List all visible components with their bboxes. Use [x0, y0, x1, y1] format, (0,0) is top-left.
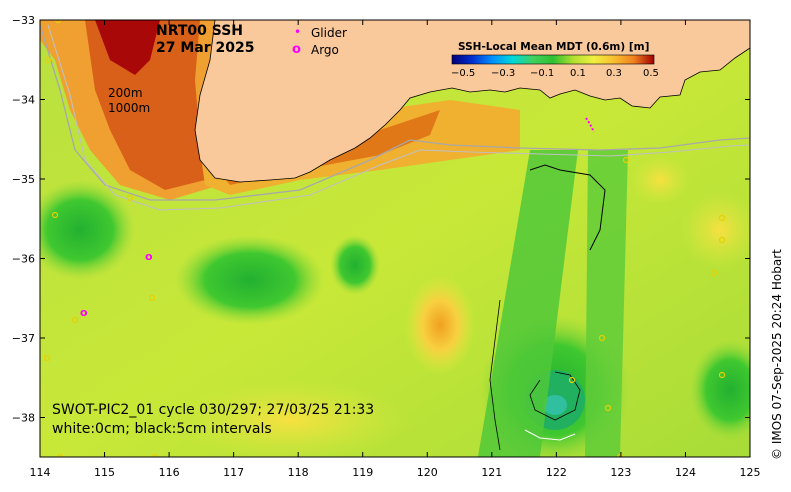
x-tick-label: 116: [159, 466, 180, 479]
x-tick-label: 123: [610, 466, 631, 479]
depth-label-1000m: 1000m: [108, 101, 150, 115]
colorbar-tick: 0.5: [643, 68, 659, 79]
cold-eddy-central: [175, 235, 325, 325]
cold-eddy-southeast: [690, 340, 750, 440]
colorbar-tick: −0.5: [451, 68, 475, 79]
cold-eddy-south-inner: [543, 395, 567, 415]
swot-contour-black-2: [489, 299, 501, 451]
x-tick-label: 125: [740, 466, 761, 479]
y-tick-label: −36: [12, 253, 35, 266]
swot-contour-white: [524, 429, 576, 441]
colorbar-tick: 0.1: [570, 68, 586, 79]
colorbar-tick: 0.3: [606, 68, 622, 79]
argo-float-2: o: [80, 306, 88, 319]
warm-eddy-central: [405, 275, 475, 375]
swot-contour-black: [529, 164, 606, 251]
argo-float-1: o: [145, 250, 153, 263]
drifter-markers: [43, 20, 726, 457]
x-axis: 114 115 116 117 118 119 120 121 122 123 124 125: [30, 20, 761, 479]
glider-legend-label: Glider: [311, 26, 347, 40]
cold-eddy-small: [330, 235, 380, 295]
x-tick-label: 114: [30, 466, 51, 479]
swot-caption-line1: SWOT-PIC2_01 cycle 030/297; 27/03/25 21:…: [52, 402, 374, 418]
imos-credit: © IMOS 07-Sep-2025 20:24 Hobart: [770, 249, 784, 460]
y-tick-label: −34: [12, 94, 35, 107]
argo-legend-label: Argo: [311, 43, 339, 57]
swot-swath-east: [585, 150, 628, 457]
map-title-line1: NRT00 SSH: [156, 23, 243, 39]
plot-area: o o: [40, 20, 750, 457]
colorbar-title: SSH-Local Mean MDT (0.6m) [m]: [458, 41, 649, 53]
depth-contour-1000m: [47, 24, 750, 211]
warm-eddy-south: [170, 380, 410, 457]
x-tick-label: 119: [352, 466, 373, 479]
x-tick-label: 117: [223, 466, 244, 479]
y-tick-label: −38: [12, 412, 35, 425]
x-tick-label: 115: [94, 466, 115, 479]
depth-label-200m: 200m: [108, 86, 143, 100]
swot-caption-line2: white:0cm; black:5cm intervals: [52, 421, 272, 437]
depth-contour-200m: [40, 24, 750, 201]
x-tick-label: 124: [675, 466, 696, 479]
y-axis: −33 −34 −35 −36 −37 −38: [12, 14, 750, 425]
x-tick-label: 122: [546, 466, 567, 479]
cold-eddy-west: [40, 180, 135, 280]
y-tick-label: −35: [12, 173, 35, 186]
warm-eddy-northeast: [680, 190, 750, 270]
x-tick-label: 121: [481, 466, 502, 479]
warm-eddy-east: [630, 155, 690, 205]
argo-legend-symbol: o: [292, 42, 301, 57]
swot-swath-west: [478, 150, 578, 457]
plot-frame: [39, 19, 751, 458]
colorbar-ramp: [451, 54, 655, 65]
colorbar-tick: −0.1: [530, 68, 554, 79]
colorbar-tick: −0.3: [491, 68, 515, 79]
warm-core-max: [95, 20, 160, 75]
y-tick-label: −37: [12, 332, 35, 345]
y-tick-label: −33: [12, 14, 35, 27]
glider-legend-symbol: •: [294, 25, 301, 39]
x-tick-label: 120: [417, 466, 438, 479]
colorbar: SSH-Local Mean MDT (0.6m) [m] −0.5 −0.3 …: [451, 41, 659, 79]
x-tick-label: 118: [288, 466, 309, 479]
map-title-line2: 27 Mar 2025: [156, 40, 254, 56]
glider-track: [585, 117, 595, 133]
